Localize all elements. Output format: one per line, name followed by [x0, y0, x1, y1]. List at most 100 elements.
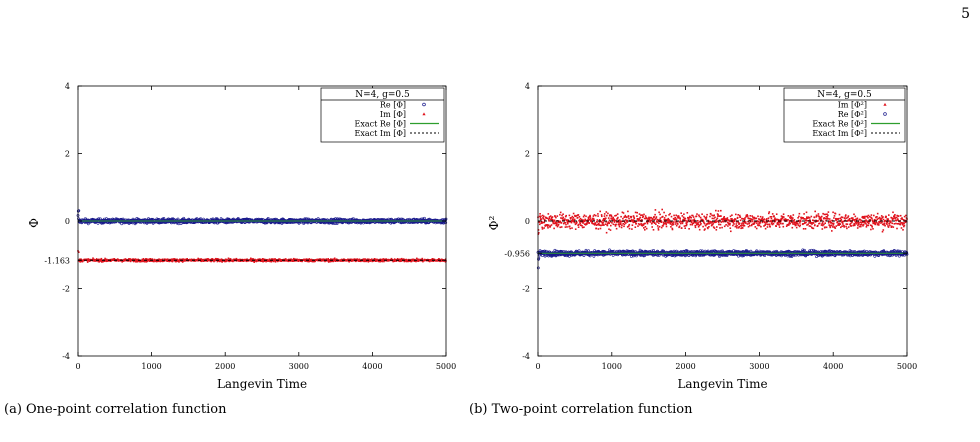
data-point	[559, 226, 561, 229]
data-point	[693, 218, 696, 220]
data-point	[184, 260, 187, 262]
legend-marker	[422, 112, 426, 116]
data-point	[422, 260, 424, 263]
data-point	[548, 216, 551, 218]
data-point	[641, 214, 643, 216]
data-point	[723, 225, 726, 228]
data-point	[717, 221, 720, 224]
data-point	[371, 260, 374, 263]
data-point	[623, 225, 625, 228]
data-point	[186, 258, 188, 260]
data-point	[151, 258, 154, 261]
data-point	[101, 261, 103, 263]
data-point	[706, 222, 709, 225]
data-point	[579, 222, 581, 225]
data-point	[760, 225, 762, 228]
data-point	[878, 222, 881, 224]
data-point	[715, 229, 718, 231]
data-point	[80, 258, 82, 261]
data-point	[739, 216, 742, 218]
data-point	[562, 216, 565, 219]
data-point	[805, 211, 808, 214]
data-point	[746, 214, 748, 216]
data-point	[732, 224, 734, 227]
data-point	[883, 224, 885, 226]
data-point	[631, 228, 633, 230]
data-point	[270, 260, 273, 263]
data-point	[657, 229, 660, 231]
data-point	[717, 210, 720, 212]
data-point	[704, 216, 706, 219]
data-point	[691, 223, 694, 226]
data-point	[802, 228, 805, 230]
data-point	[584, 219, 587, 222]
data-point	[844, 217, 846, 219]
data-point	[605, 231, 608, 234]
data-point	[737, 227, 740, 229]
data-point	[617, 220, 619, 223]
data-point	[856, 227, 859, 229]
data-point	[872, 228, 874, 230]
data-point	[704, 228, 706, 230]
data-point	[544, 225, 547, 227]
data-point	[892, 226, 895, 228]
data-point	[846, 227, 848, 230]
data-point	[670, 215, 673, 218]
data-point	[733, 220, 736, 222]
data-point	[773, 215, 775, 217]
data-point	[878, 221, 880, 223]
data-point	[841, 221, 844, 224]
data-point	[749, 215, 752, 217]
data-point	[663, 211, 665, 214]
data-point	[601, 215, 603, 218]
data-point	[712, 215, 715, 217]
data-point	[753, 222, 756, 225]
data-point	[865, 226, 868, 228]
x-tick-label: 5000	[436, 362, 456, 371]
data-point	[229, 260, 231, 262]
data-point	[862, 217, 864, 219]
legend: N=4, g=0.5Re [Φ]Im [Φ]Exact Re [Φ]Exact …	[320, 87, 445, 143]
data-point	[599, 227, 602, 230]
data-point	[827, 211, 830, 213]
data-point	[725, 254, 729, 257]
data-point	[756, 220, 759, 222]
data-point	[541, 254, 544, 258]
data-point	[550, 218, 552, 221]
data-point	[856, 217, 859, 220]
data-point	[753, 216, 756, 219]
data-point	[876, 216, 878, 218]
data-point	[710, 221, 713, 223]
data-point	[715, 209, 717, 212]
data-point	[830, 222, 833, 224]
y-tick-label: -1.163	[44, 256, 70, 265]
data-point	[870, 216, 872, 219]
data-point	[750, 224, 753, 227]
data-point	[848, 219, 850, 222]
data-point	[785, 219, 788, 221]
data-point	[378, 258, 381, 261]
data-point	[694, 226, 697, 229]
data-point	[830, 224, 833, 227]
data-point	[812, 219, 814, 221]
data-point	[879, 217, 881, 219]
data-point	[622, 212, 625, 214]
data-point	[610, 224, 612, 227]
data-point	[735, 213, 737, 216]
data-point	[861, 221, 864, 223]
data-point	[367, 261, 370, 263]
data-point	[662, 215, 664, 218]
data-point	[586, 223, 588, 225]
data-point	[864, 215, 866, 218]
data-point	[831, 226, 834, 228]
data-point	[543, 221, 546, 224]
data-point	[686, 212, 689, 214]
data-point	[565, 223, 567, 226]
chart-panel-a: 420-1.163-2-40 1000 2000 3000 4000 5000Langev…	[27, 82, 456, 391]
data-point	[873, 221, 876, 224]
data-point	[855, 219, 858, 221]
data-point	[798, 212, 801, 215]
data-point	[651, 222, 653, 225]
data-point	[565, 219, 568, 221]
data-point	[821, 222, 824, 224]
